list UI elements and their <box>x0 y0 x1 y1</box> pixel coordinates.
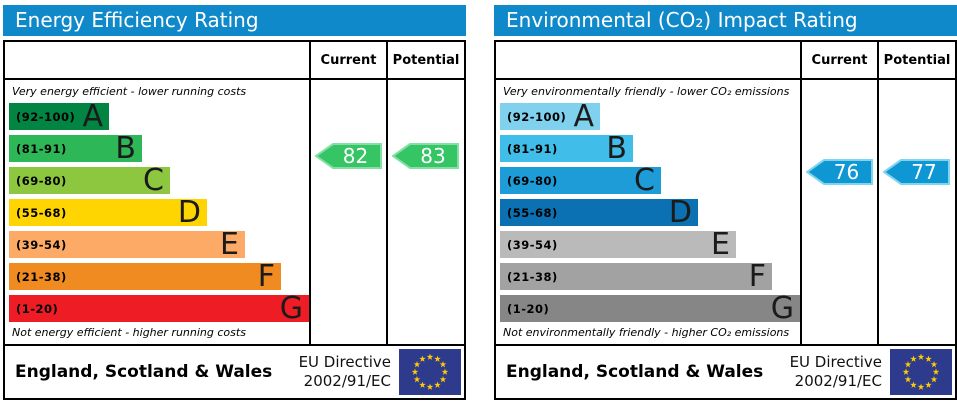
header-spacer <box>5 42 309 80</box>
region-label: England, Scotland & Wales <box>15 362 273 382</box>
band-c: (69-80) C <box>500 163 661 198</box>
band-range-label: (55-68) <box>507 205 558 220</box>
potential-rating-arrow: 83 <box>392 142 460 170</box>
band-letter: C <box>143 163 164 198</box>
current-value-cell: 76 <box>800 80 877 344</box>
top-caption: Very energy efficient - lower running co… <box>12 85 247 98</box>
current-rating-value: 76 <box>833 160 860 184</box>
band-c: (69-80) C <box>9 163 170 198</box>
band-range-label: (39-54) <box>507 237 558 252</box>
band-letter: E <box>220 227 239 262</box>
potential-rating-arrow: 77 <box>883 158 951 186</box>
band-range-label: (92-100) <box>507 109 567 124</box>
band-d: (55-68) D <box>500 195 698 230</box>
band-letter: G <box>279 291 303 326</box>
band-range-label: (55-68) <box>16 205 67 220</box>
bottom-caption: Not energy efficient - higher running co… <box>12 326 246 339</box>
energy-efficiency-panel: Energy Efficiency Rating Current Potenti… <box>0 0 466 404</box>
panel-title: Energy Efficiency Rating <box>3 5 466 36</box>
eu-directive-label: EU Directive 2002/91/EC <box>790 353 890 391</box>
arrow-shape <box>805 159 873 185</box>
band-letter: A <box>82 99 103 134</box>
band-letter: F <box>257 259 275 294</box>
region-label: England, Scotland & Wales <box>506 362 764 382</box>
band-b: (81-91) B <box>9 131 142 166</box>
band-letter: G <box>770 291 794 326</box>
band-range-label: (21-38) <box>507 269 558 284</box>
band-e: (39-54) E <box>9 227 245 262</box>
band-letter: B <box>115 131 136 166</box>
panel-footer: England, Scotland & Wales EU Directive 2… <box>494 344 957 400</box>
band-range-label: (81-91) <box>16 141 67 156</box>
current-rating-arrow: 82 <box>314 142 383 170</box>
header-spacer <box>496 42 800 80</box>
rating-table: Current Potential Very energy efficient … <box>3 40 466 346</box>
band-g: (1-20) G <box>9 291 309 326</box>
potential-column-header: Potential <box>386 42 464 80</box>
top-caption: Very environmentally friendly - lower CO… <box>503 85 790 98</box>
eu-directive-line1: EU Directive <box>298 353 391 371</box>
rating-table: Current Potential Very environmentally f… <box>494 40 957 346</box>
band-letter: B <box>606 131 627 166</box>
band-g: (1-20) G <box>500 291 800 326</box>
potential-value-cell: 83 <box>386 80 464 344</box>
band-range-label: (81-91) <box>507 141 558 156</box>
band-chart: Very environmentally friendly - lower CO… <box>496 80 800 344</box>
eu-flag-icon <box>890 349 952 395</box>
eu-directive-line1: EU Directive <box>789 353 882 371</box>
potential-column-header: Potential <box>877 42 955 80</box>
band-range-label: (92-100) <box>16 109 76 124</box>
panel-title: Environmental (CO₂) Impact Rating <box>494 5 957 36</box>
band-a: (92-100) A <box>500 99 600 134</box>
band-letter: E <box>711 227 730 262</box>
potential-value-cell: 77 <box>877 80 955 344</box>
current-column-header: Current <box>800 42 877 80</box>
potential-rating-value: 83 <box>420 144 446 168</box>
arrow-shape <box>392 143 459 169</box>
band-e: (39-54) E <box>500 227 736 262</box>
band-range-label: (39-54) <box>16 237 67 252</box>
potential-rating-value: 77 <box>911 160 937 184</box>
band-d: (55-68) D <box>9 195 207 230</box>
band-range-label: (21-38) <box>16 269 67 284</box>
band-range-label: (69-80) <box>16 173 67 188</box>
eu-directive-line2: 2002/91/EC <box>794 372 882 390</box>
current-rating-arrow: 76 <box>805 158 874 186</box>
current-value-cell: 82 <box>309 80 386 344</box>
band-a: (92-100) A <box>9 99 109 134</box>
band-range-label: (69-80) <box>507 173 558 188</box>
eu-directive-label: EU Directive 2002/91/EC <box>299 353 399 391</box>
eu-directive-line2: 2002/91/EC <box>303 372 391 390</box>
band-f: (21-38) F <box>9 259 281 294</box>
band-letter: C <box>634 163 655 198</box>
band-letter: A <box>573 99 594 134</box>
eu-flag-icon <box>399 349 461 395</box>
band-b: (81-91) B <box>500 131 633 166</box>
band-chart: Very energy efficient - lower running co… <box>5 80 309 344</box>
band-letter: D <box>177 195 201 230</box>
arrow-shape <box>883 159 950 185</box>
band-letter: D <box>668 195 692 230</box>
band-letter: F <box>748 259 766 294</box>
band-range-label: (1-20) <box>507 301 550 316</box>
panel-footer: England, Scotland & Wales EU Directive 2… <box>3 344 466 400</box>
band-range-label: (1-20) <box>16 301 59 316</box>
bottom-caption: Not environmentally friendly - higher CO… <box>503 326 790 339</box>
environmental-impact-panel: Environmental (CO₂) Impact Rating Curren… <box>491 0 957 404</box>
band-f: (21-38) F <box>500 259 772 294</box>
current-rating-value: 82 <box>342 144 369 168</box>
current-column-header: Current <box>309 42 386 80</box>
arrow-shape <box>314 143 382 169</box>
